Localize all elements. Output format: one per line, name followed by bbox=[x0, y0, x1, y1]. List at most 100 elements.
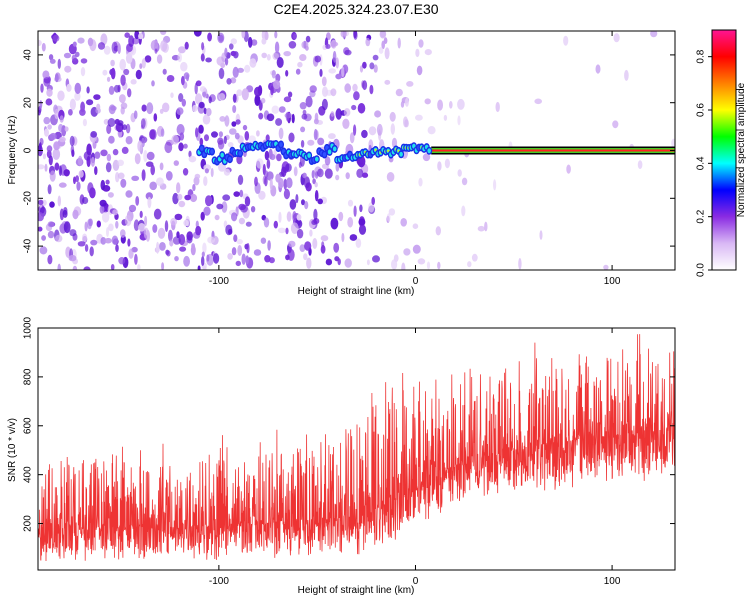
spectrogram-noise-blob bbox=[46, 145, 53, 153]
spectrogram-noise-blob bbox=[125, 52, 133, 64]
spectrogram-noise-blob bbox=[328, 68, 337, 74]
spectrogram-noise-blob bbox=[115, 172, 120, 183]
spectrogram-noise-blob bbox=[58, 182, 67, 188]
spectrogram-noise-blob bbox=[69, 98, 76, 111]
spectrogram-noise-blob bbox=[237, 174, 244, 185]
spectrogram-noise-blob bbox=[302, 172, 307, 179]
spectrogram-noise-blob bbox=[283, 188, 290, 200]
spectrogram-ytick-label: 0 bbox=[23, 147, 34, 153]
snr-x-ticks: -100 0 100 bbox=[209, 328, 621, 587]
spectrogram-noise-blob bbox=[59, 115, 64, 123]
spectrogram-noise-blob bbox=[232, 105, 237, 113]
spectrogram-noise-blob bbox=[211, 131, 218, 138]
snr-ytick-label: 600 bbox=[23, 417, 34, 434]
spectrogram-noise-blob bbox=[89, 246, 94, 257]
spectrogram-noise-blob bbox=[303, 176, 310, 189]
spectrogram-noise-blob bbox=[335, 174, 340, 181]
spectrogram-noise-blob bbox=[257, 85, 263, 96]
spectrogram-noise-blob bbox=[157, 227, 166, 239]
spectrogram-noise-blob bbox=[295, 194, 299, 204]
spectrogram-noise-blob bbox=[40, 83, 44, 93]
spectrogram-noise-blob bbox=[416, 65, 423, 76]
spectrogram-noise-blob bbox=[335, 108, 342, 120]
spectrogram-noise-blob bbox=[361, 172, 369, 178]
spectrogram-noise-blob bbox=[203, 206, 211, 216]
spectrogram-noise-blob bbox=[227, 253, 233, 260]
spectrogram-noise-blob bbox=[340, 31, 347, 38]
spectrogram-noise-blob bbox=[449, 101, 453, 109]
spectrogram-xtick-label: -100 bbox=[209, 276, 229, 287]
spectrogram-noise-blob bbox=[159, 242, 166, 251]
spectrogram-noise-blob bbox=[518, 258, 522, 270]
spectrogram-noise-blob bbox=[122, 124, 127, 131]
spectrogram-noise-blob bbox=[276, 57, 284, 68]
spectrogram-noise-blob bbox=[127, 88, 132, 98]
spectrogram-noise-blob bbox=[219, 116, 226, 122]
spectrogram-noise-blob bbox=[427, 126, 436, 135]
spectrogram-noise-blob bbox=[106, 153, 112, 162]
spectrogram-noise-blob bbox=[231, 121, 237, 127]
spectrogram-noise-blob bbox=[299, 102, 307, 110]
spectrogram-noise-blob bbox=[198, 101, 205, 109]
spectrogram-noise-blob bbox=[197, 265, 201, 270]
spectrogram-noise-blob bbox=[288, 240, 296, 248]
spectrogram-noise-blob bbox=[335, 162, 340, 172]
colorbar-tick-label: 0.0 bbox=[696, 263, 707, 277]
spectrogram-noise-blob bbox=[117, 84, 121, 93]
spectrogram-noise-blob bbox=[137, 140, 143, 152]
spectrogram-noise-blob bbox=[104, 237, 112, 244]
spectrogram-noise-blob bbox=[84, 244, 89, 252]
snr-xtick-label: 100 bbox=[604, 576, 621, 587]
spectrogram-noise-blob bbox=[120, 229, 126, 238]
spectrogram-noise-blob bbox=[54, 108, 59, 120]
spectrogram-noise-blob bbox=[245, 255, 249, 265]
spectrogram-noise-blob bbox=[49, 132, 57, 140]
spectrogram-noise-blob bbox=[145, 192, 153, 200]
spectrogram-noise-blob bbox=[181, 98, 186, 107]
spectrogram-noise-blob bbox=[613, 33, 620, 43]
spectrogram-noise-blob bbox=[288, 132, 295, 143]
spectrogram-noise-blob bbox=[457, 169, 462, 177]
spectrogram-noise-blob bbox=[170, 92, 174, 98]
spectrogram-noise-blob bbox=[38, 164, 45, 170]
spectrogram-noise-blob bbox=[156, 177, 164, 186]
spectrogram-noise-blob bbox=[194, 82, 198, 95]
spectrogram-noise-blob bbox=[353, 205, 357, 217]
spectrogram-noise-blob bbox=[539, 230, 543, 240]
spectrogram-noise-blob bbox=[378, 47, 384, 54]
spectrogram-noise-blob bbox=[264, 31, 269, 41]
spectrogram-noise-blob bbox=[119, 58, 126, 71]
spectrogram-noise-blob bbox=[285, 163, 292, 172]
signal-blob-inner bbox=[279, 142, 283, 147]
spectrogram-noise-blob bbox=[57, 90, 65, 101]
spectrogram-noise-blob bbox=[72, 265, 78, 270]
spectrogram-noise-blob bbox=[125, 123, 131, 134]
spectrogram-noise-blob bbox=[366, 259, 370, 266]
spectrogram-noise-blob bbox=[395, 88, 403, 97]
spectrogram-noise-blob bbox=[305, 35, 311, 43]
spectrogram-noise-blob bbox=[241, 31, 246, 39]
spectrogram-noise-blob bbox=[233, 191, 240, 197]
spectrogram-noise-blob bbox=[47, 230, 55, 239]
spectrogram-noise-blob bbox=[261, 52, 268, 59]
spectrogram-noise-blob bbox=[386, 213, 391, 222]
spectrogram-noise-blob bbox=[151, 80, 155, 87]
spectrogram-noise-blob bbox=[73, 176, 76, 185]
spectrogram-noise-blob bbox=[94, 166, 98, 176]
spectrogram-noise-blob bbox=[107, 192, 114, 198]
spectrogram-noise-blob bbox=[87, 37, 94, 47]
spectrogram-noise-blob bbox=[48, 155, 53, 166]
spectrogram-noise-blob bbox=[48, 54, 54, 61]
spectrogram-noise-blob bbox=[43, 77, 51, 87]
colorbar-bar bbox=[711, 29, 737, 271]
spectrogram-noise-blob bbox=[256, 130, 260, 137]
spectrogram-noise-blob bbox=[344, 83, 352, 93]
spectrogram-noise-blob bbox=[69, 229, 77, 237]
spectrogram-noise-blob bbox=[140, 118, 146, 129]
spectrogram-noise-blob bbox=[285, 70, 289, 77]
spectrogram-noise-blob bbox=[63, 52, 72, 59]
spectrogram-noise-blob bbox=[255, 158, 264, 169]
spectrogram-noise-blob bbox=[418, 39, 424, 48]
spectrogram-noise-blob bbox=[47, 124, 52, 130]
spectrogram-noise-blob bbox=[281, 166, 287, 178]
